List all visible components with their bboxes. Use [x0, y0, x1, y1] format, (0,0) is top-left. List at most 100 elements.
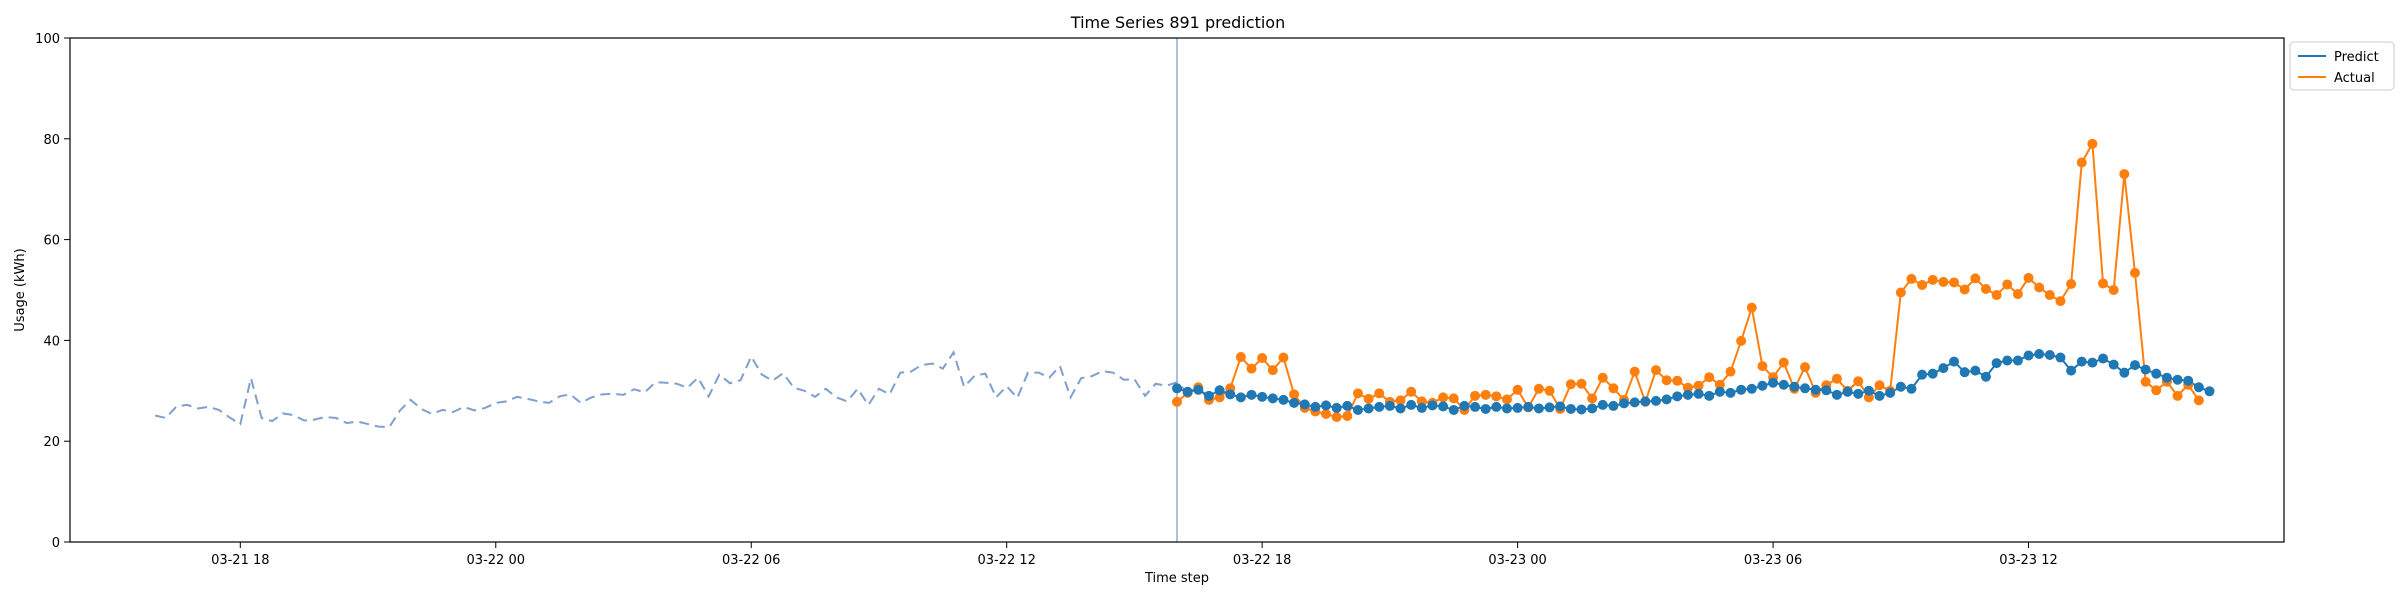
predict-point [2172, 374, 2183, 385]
predict-point [1289, 397, 1300, 408]
actual-point [1927, 274, 1938, 285]
actual-point [1736, 335, 1747, 346]
legend: Predict Actual [2289, 41, 2395, 91]
predict-point [2034, 349, 2045, 360]
actual-point [1565, 379, 1576, 390]
x-axis-label: Time step [1144, 571, 1209, 586]
predict-point [1821, 385, 1832, 396]
actual-point [1235, 352, 1246, 363]
actual-point [1629, 366, 1640, 377]
predict-point [1544, 402, 1555, 413]
actual-point [1172, 396, 1182, 407]
actual-point [1831, 373, 1842, 384]
predict-point [1587, 403, 1598, 414]
predict-point [1831, 389, 1842, 400]
predict-point [1342, 400, 1353, 411]
actual-point [2087, 138, 2098, 149]
predict-point [1959, 367, 1970, 378]
predict-point [2066, 365, 2077, 376]
predict-point [1768, 377, 1779, 388]
actual-point [1895, 287, 1906, 298]
actual-point [1491, 391, 1502, 402]
predict-point [1725, 387, 1736, 398]
x-tick-label: 03-23 12 [1999, 553, 2057, 568]
predict-point [1501, 403, 1512, 414]
predict-point [1331, 402, 1342, 413]
actual-point [1672, 375, 1683, 386]
actual-point [1533, 383, 1544, 394]
predict-point [1363, 403, 1374, 414]
actual-point [1704, 372, 1715, 383]
actual-point [1800, 362, 1811, 373]
predict-point [1746, 383, 1757, 394]
y-tick-label: 40 [43, 334, 60, 349]
predict-point [1491, 401, 1502, 412]
predict-point [1619, 398, 1630, 409]
predict-point [1853, 388, 1864, 399]
predict-point [1693, 388, 1704, 399]
predict-point [1863, 385, 1874, 396]
actual-point [1246, 363, 1257, 374]
actual-point [1214, 392, 1225, 403]
actual-point [1714, 379, 1725, 390]
predict-point [2012, 355, 2023, 366]
predict-point [1757, 380, 1768, 391]
actual-point [1650, 365, 1661, 376]
y-tick-label: 0 [52, 536, 60, 551]
predict-point [1257, 391, 1268, 402]
predict-point [2140, 364, 2151, 375]
predict-point [1235, 392, 1246, 403]
predict-point [2183, 375, 2194, 386]
predict-point [1480, 403, 1491, 414]
actual-point [1725, 366, 1736, 377]
predict-point [1427, 400, 1438, 411]
actual-point [1576, 378, 1587, 389]
actual-point [2098, 278, 2109, 289]
actual-point [1395, 395, 1406, 406]
actual-point [2044, 290, 2055, 301]
actual-point [2002, 279, 2013, 290]
chart-title: Time Series 891 prediction [1070, 13, 1285, 32]
predict-point [1395, 403, 1406, 414]
y-axis-ticks: 0 20 40 60 80 100 [35, 32, 70, 551]
actual-point [2076, 157, 2087, 168]
legend-actual-label: Actual [2334, 71, 2375, 86]
predict-point [1246, 389, 1257, 400]
actual-point [2055, 296, 2066, 307]
actual-point [1938, 276, 1949, 287]
predict-point [2044, 350, 2055, 361]
predict-point [1406, 399, 1417, 410]
actual-point [1608, 383, 1619, 394]
actual-point [1661, 375, 1672, 386]
actual-point [1480, 389, 1491, 400]
predict-point [1565, 403, 1576, 414]
predict-series-points [1172, 349, 2215, 415]
predict-point [1778, 379, 1789, 390]
actual-point [1980, 283, 1991, 294]
predict-point [1970, 365, 1981, 376]
y-tick-label: 80 [43, 133, 60, 148]
actual-point [1874, 380, 1885, 391]
y-tick-label: 60 [43, 234, 60, 249]
actual-point [1438, 392, 1449, 403]
predict-point [1182, 386, 1193, 397]
predict-point [1704, 390, 1715, 401]
predict-point [1991, 358, 2002, 369]
actual-point [2151, 385, 2162, 396]
actual-point [1406, 386, 1417, 397]
predict-point [2204, 386, 2215, 397]
predict-point [1629, 397, 1640, 408]
actual-point [1501, 394, 1512, 405]
actual-point [1257, 353, 1268, 364]
actual-point [1374, 388, 1385, 399]
predict-point [1736, 384, 1747, 395]
predict-point [1533, 403, 1544, 414]
actual-point [1959, 284, 1970, 295]
actual-point [1906, 273, 1917, 284]
predict-point [1682, 389, 1693, 400]
predict-point [1917, 369, 1928, 380]
actual-point [1693, 380, 1704, 391]
predict-point [1512, 402, 1523, 413]
predict-point [1714, 386, 1725, 397]
